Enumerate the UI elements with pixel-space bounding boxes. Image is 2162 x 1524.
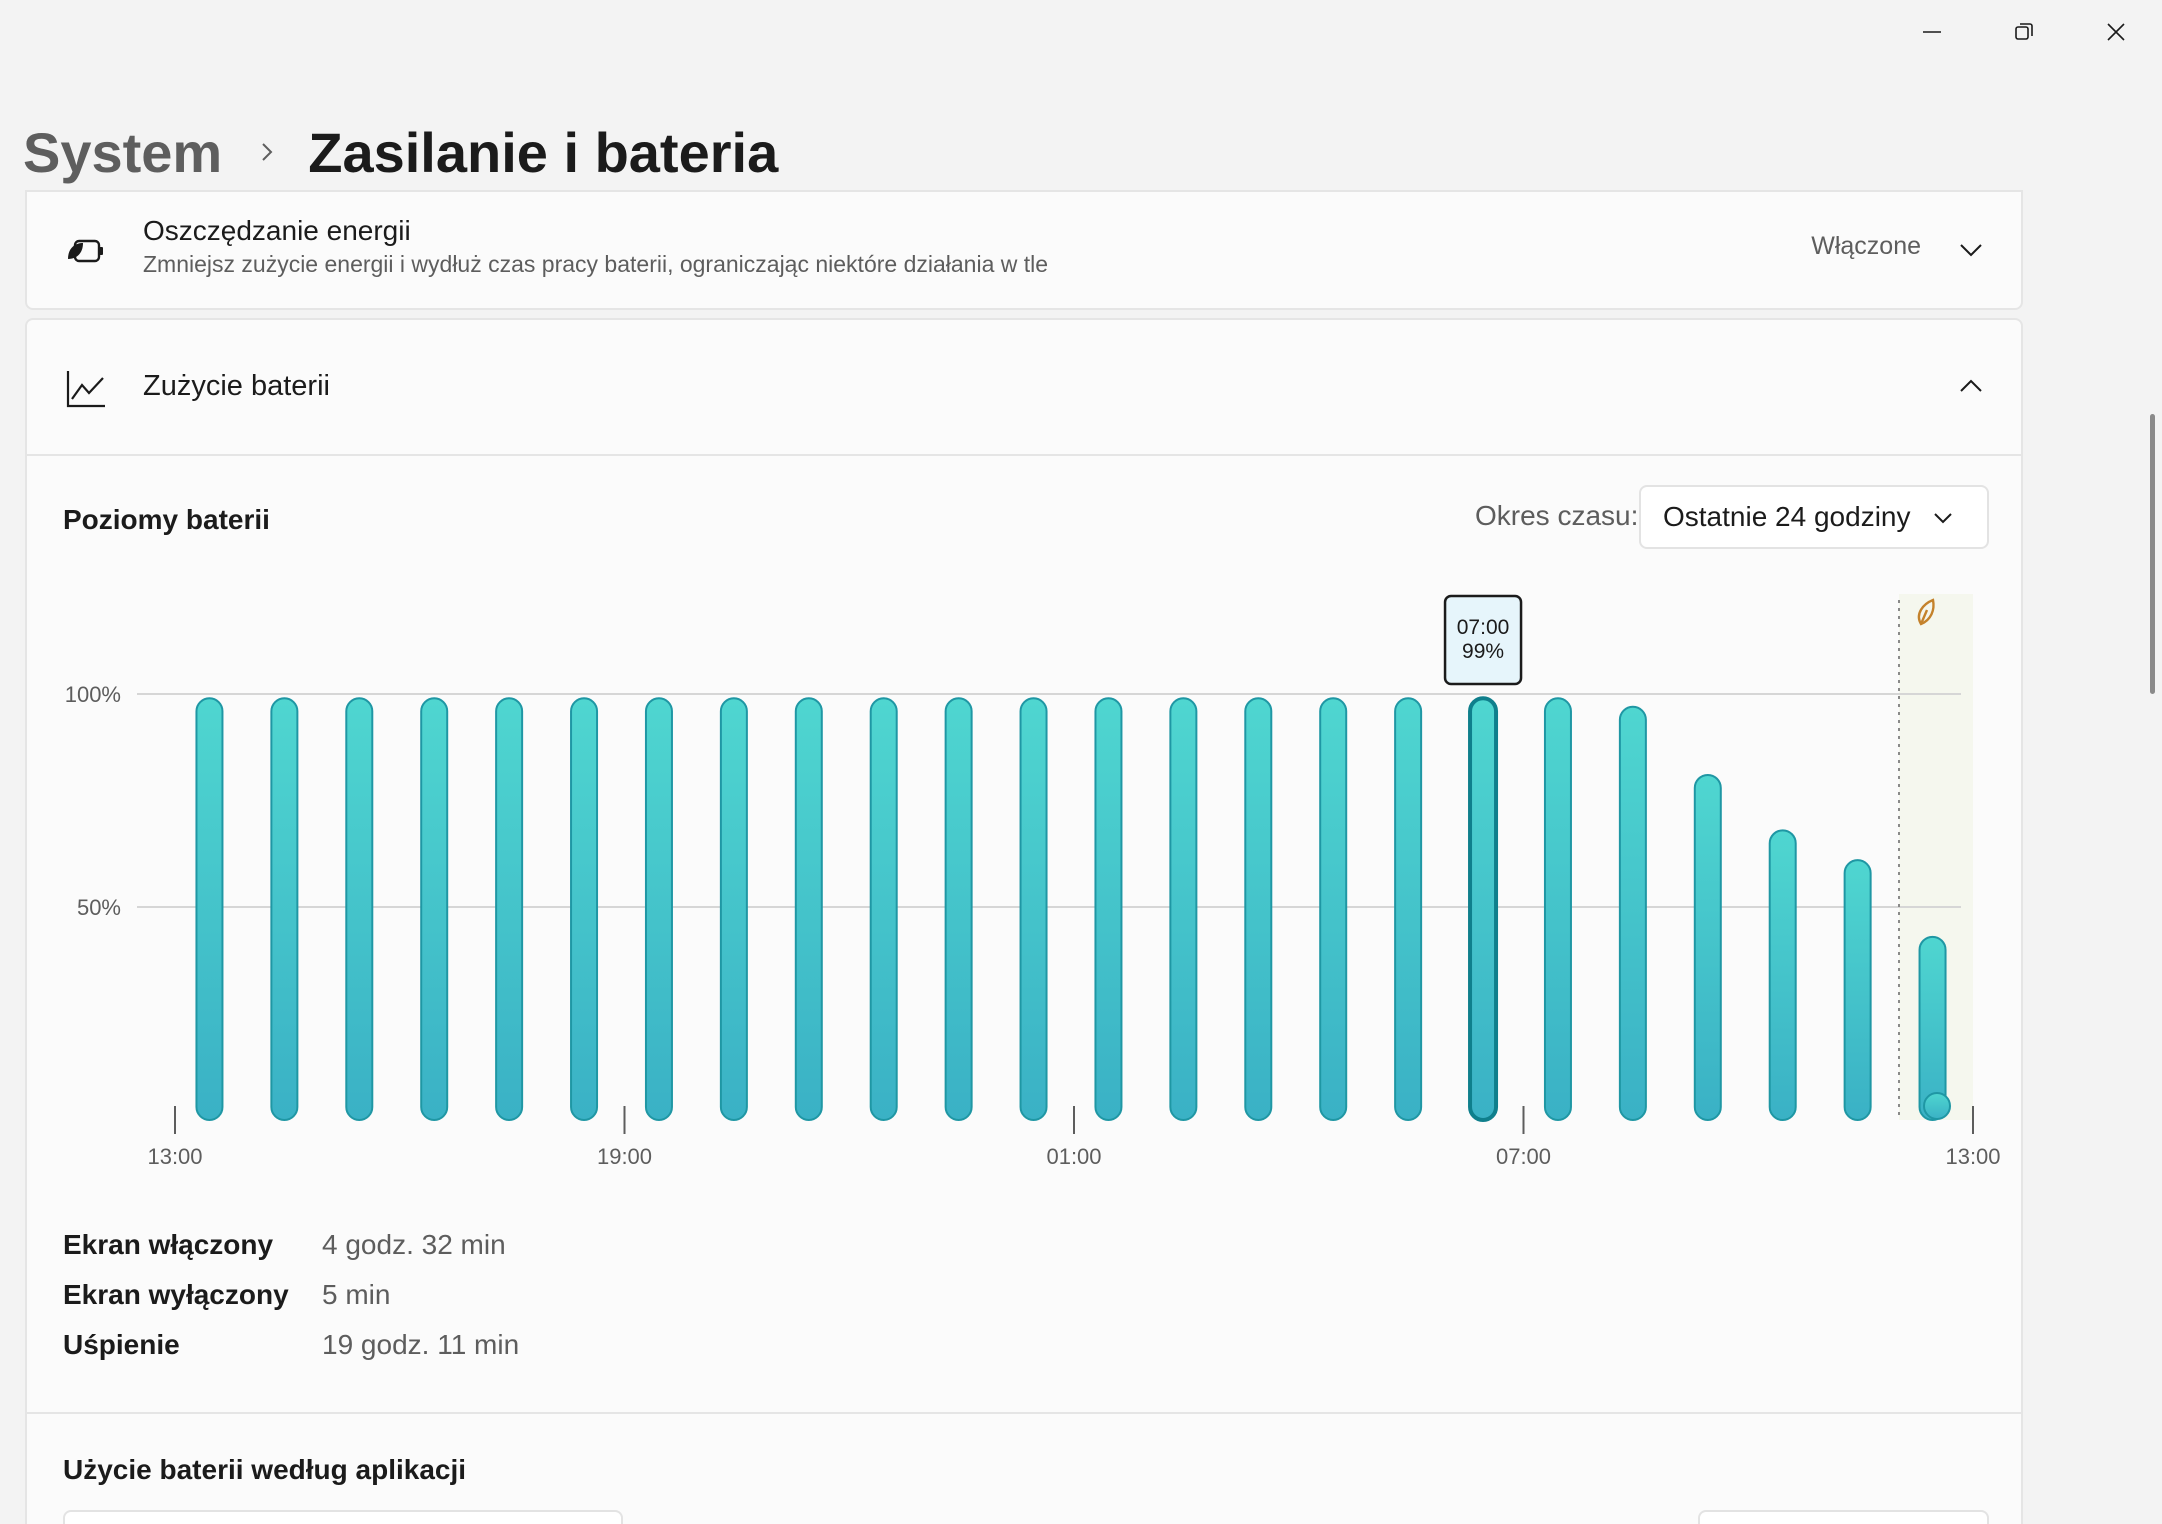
restore-icon <box>2015 23 2033 40</box>
chart-tooltip: 07:00 99% <box>1443 594 1523 686</box>
battery-bar[interactable] <box>1693 773 1722 1121</box>
breadcrumb-system-link[interactable]: System <box>23 120 223 184</box>
period-dropdown[interactable]: Ostatnie 24 godziny <box>1639 485 1989 549</box>
page-title: Zasilanie i bateria <box>308 120 779 184</box>
apps-sort-dropdown[interactable] <box>1698 1510 1989 1524</box>
battery-bar[interactable] <box>1394 697 1423 1121</box>
battery-bar[interactable] <box>1468 696 1499 1122</box>
close-button[interactable] <box>2070 0 2162 64</box>
battery-bar[interactable] <box>944 697 973 1121</box>
close-icon <box>2107 23 2125 41</box>
battery-bar[interactable] <box>1019 697 1048 1121</box>
x-tick-label: 19:00 <box>597 1144 652 1169</box>
battery-bar[interactable] <box>794 697 823 1121</box>
battery-bar[interactable] <box>570 697 599 1121</box>
y-tick-label: 50% <box>77 895 121 920</box>
stat-row-screen-on: Ekran włączony 4 godz. 32 min <box>63 1220 519 1270</box>
y-tick-label: 100% <box>65 682 121 707</box>
apps-search-input[interactable] <box>63 1510 623 1524</box>
stat-label: Ekran włączony <box>63 1229 274 1260</box>
restore-button[interactable] <box>1978 0 2070 64</box>
battery-saver-icon <box>63 228 109 274</box>
chevron-right-icon <box>256 141 278 163</box>
battery-bar[interactable] <box>195 697 224 1121</box>
stat-row-screen-off: Ekran wyłączony 5 min <box>63 1270 519 1320</box>
window-controls <box>1886 0 2162 64</box>
tooltip-time: 07:00 <box>1457 616 1510 639</box>
chart-line-icon <box>63 366 109 412</box>
battery-bar[interactable] <box>1244 697 1273 1121</box>
x-tick-label: 01:00 <box>1046 1144 1101 1169</box>
battery-bar[interactable] <box>345 697 374 1121</box>
battery-level-chart: 100% 50% 13:00 19:00 01:00 07:00 13:00 07:00… <box>65 594 2001 1169</box>
current-battery-marker <box>1923 1092 1951 1120</box>
battery-usage-title: Zużycie baterii <box>143 370 330 402</box>
stat-value: 19 godz. 11 min <box>322 1329 520 1360</box>
battery-bar[interactable] <box>1094 697 1123 1121</box>
x-tick-label: 07:00 <box>1496 1144 1551 1169</box>
battery-bar[interactable] <box>1768 829 1797 1121</box>
period-label: Okres czasu: <box>1475 500 1639 531</box>
battery-bar[interactable] <box>1618 705 1647 1121</box>
battery-bar[interactable] <box>495 697 524 1121</box>
leaf-icon <box>1917 598 1935 626</box>
minimize-icon <box>1923 31 1941 33</box>
stat-value: 4 godz. 32 min <box>322 1229 506 1260</box>
battery-bar[interactable] <box>1169 697 1198 1121</box>
battery-levels-title: Poziomy baterii <box>63 504 270 535</box>
x-tick-label: 13:00 <box>1945 1144 2000 1169</box>
section-divider <box>27 1412 2021 1414</box>
chevron-up-icon[interactable] <box>1957 372 1985 400</box>
battery-bar[interactable] <box>644 697 673 1121</box>
battery-bar[interactable] <box>869 697 898 1121</box>
stat-row-sleep: Uśpienie 19 godz. 11 min <box>63 1320 519 1370</box>
battery-saver-status: Włączone <box>1811 232 1921 260</box>
battery-saver-description: Zmniejsz zużycie energii i wydłuż czas p… <box>143 251 1049 277</box>
battery-bar[interactable] <box>1843 859 1872 1121</box>
battery-usage-card: Zużycie baterii Poziomy baterii Okres cz… <box>25 318 2023 1524</box>
apps-usage-title: Użycie baterii według aplikacji <box>63 1454 467 1485</box>
tooltip-value: 99% <box>1462 640 1504 663</box>
minimize-button[interactable] <box>1886 0 1978 64</box>
battery-saver-title: Oszczędzanie energii <box>143 215 411 246</box>
period-dropdown-value: Ostatnie 24 godziny <box>1663 501 1911 532</box>
battery-usage-header[interactable]: Zużycie baterii <box>27 320 2021 456</box>
battery-bar[interactable] <box>1543 697 1572 1121</box>
battery-bar[interactable] <box>1918 935 1947 1121</box>
scrollbar-thumb[interactable] <box>2150 414 2155 694</box>
battery-bar[interactable] <box>1319 697 1348 1121</box>
usage-stats: Ekran włączony 4 godz. 32 min Ekran wyłą… <box>63 1220 519 1370</box>
chevron-down-icon[interactable] <box>1957 236 1985 264</box>
battery-bar[interactable] <box>719 697 748 1121</box>
battery-bar[interactable] <box>270 697 299 1121</box>
breadcrumb: System Zasilanie i bateria <box>23 112 778 192</box>
battery-saver-card[interactable]: Oszczędzanie energii Zmniejsz zużycie en… <box>25 190 2023 310</box>
stat-value: 5 min <box>322 1279 391 1310</box>
stat-label: Uśpienie <box>63 1329 180 1360</box>
x-tick-label: 13:00 <box>147 1144 202 1169</box>
stat-label: Ekran wyłączony <box>63 1279 289 1310</box>
chevron-down-icon <box>1929 504 1957 532</box>
battery-bar[interactable] <box>420 697 449 1121</box>
